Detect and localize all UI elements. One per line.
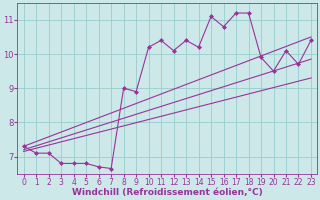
X-axis label: Windchill (Refroidissement éolien,°C): Windchill (Refroidissement éolien,°C): [72, 188, 263, 197]
